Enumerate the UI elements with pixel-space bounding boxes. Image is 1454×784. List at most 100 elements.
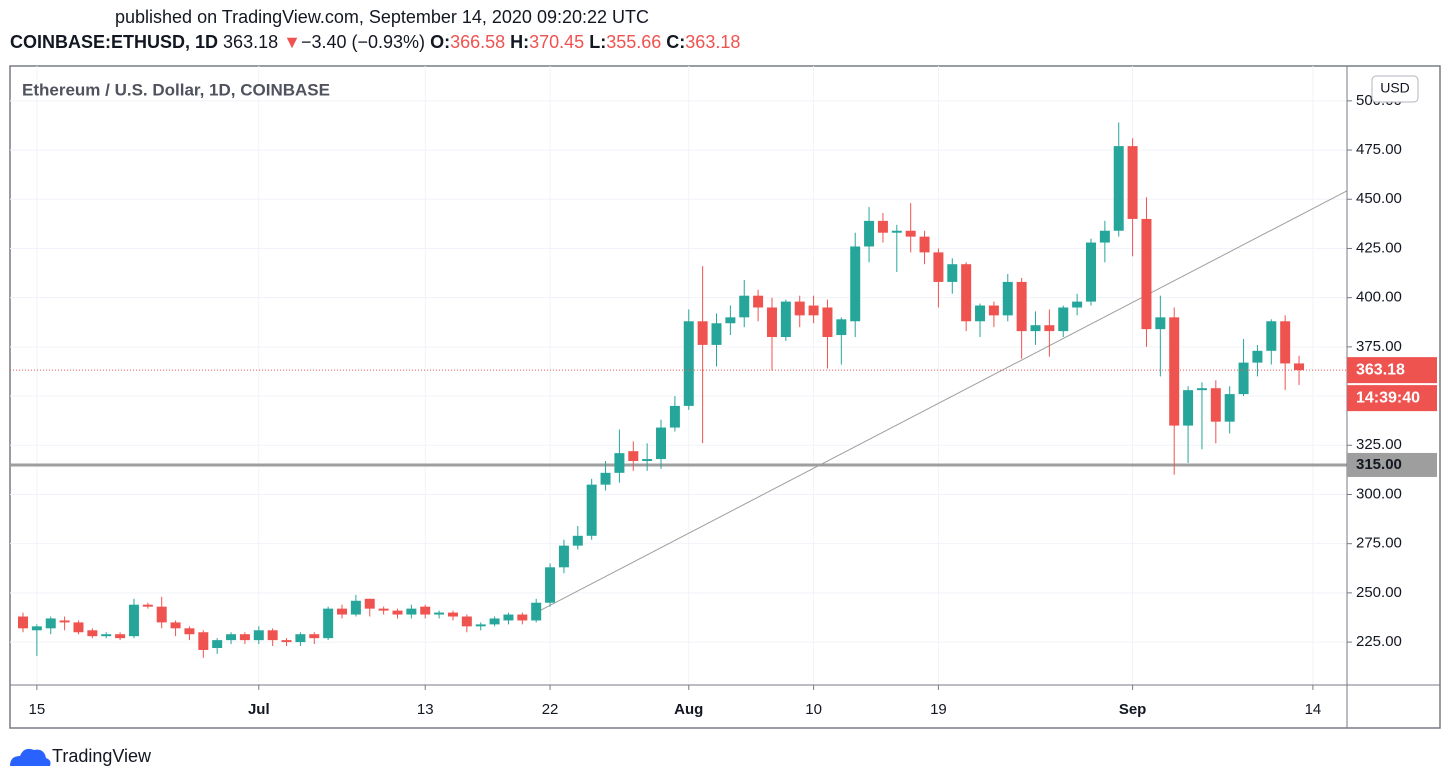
candle-body [31, 626, 42, 631]
candle-body [350, 600, 361, 615]
y-tick-label: 450.00 [1356, 190, 1402, 207]
candle-body [295, 634, 306, 643]
candle-body [961, 264, 972, 322]
candle-body [101, 634, 112, 637]
candle-body [1127, 146, 1138, 219]
candle-body [558, 545, 569, 568]
trendline [535, 190, 1348, 614]
candle-body [18, 616, 28, 629]
candle-body [1072, 301, 1083, 308]
candle-body [905, 230, 916, 237]
candle-body [780, 301, 791, 338]
y-tick-label: 425.00 [1356, 239, 1402, 256]
candle-body [933, 252, 944, 282]
candle-body [337, 608, 348, 615]
candle-body [267, 630, 278, 641]
last: 363.18 [223, 32, 278, 52]
y-tick-label: 475.00 [1356, 141, 1402, 158]
published: published on TradingView.com, September … [115, 7, 649, 27]
candle-body [406, 608, 417, 615]
candle-body [1294, 363, 1305, 371]
logo: TradingView [10, 746, 152, 766]
candle-body [1002, 281, 1013, 316]
y-tick-label: 225.00 [1356, 633, 1402, 650]
candle-body [517, 614, 528, 621]
y-tick-label: 400.00 [1356, 289, 1402, 306]
candle-body [808, 305, 819, 316]
currency-button[interactable] [1371, 75, 1419, 103]
candle-body [1141, 218, 1152, 330]
candle-body [794, 301, 805, 316]
candle-body [309, 634, 320, 639]
candle-body [683, 321, 694, 406]
candle-body [919, 236, 930, 253]
o-label: O: [430, 32, 450, 52]
candle-body [725, 317, 736, 324]
candle-body [142, 604, 153, 607]
candle-body [739, 295, 750, 318]
candle-body [503, 614, 514, 621]
candle-body [586, 484, 597, 536]
chart-title: Ethereum / U.S. Dollar, 1D, COINBASE [22, 80, 330, 99]
countdown-box [1347, 385, 1437, 412]
candle-body [87, 630, 98, 637]
arrow: ▼ [283, 32, 301, 52]
logo-icon [10, 748, 51, 766]
candle-body [461, 616, 472, 627]
candle-body [850, 246, 861, 322]
candle-body [239, 634, 250, 641]
candle-body [822, 307, 833, 338]
candle-body [572, 535, 583, 546]
candle-body [198, 632, 209, 650]
candle-body [1224, 394, 1235, 422]
h-label: H: [510, 32, 529, 52]
y-tick-label: 375.00 [1356, 338, 1402, 355]
frame [9, 65, 1441, 729]
currency[interactable]: USD [1380, 80, 1410, 96]
candle-body [531, 602, 542, 621]
h-value: 370.45 [529, 32, 584, 52]
candle-body [753, 295, 764, 308]
x-tick-label: Aug [674, 701, 703, 718]
candle-body [766, 307, 777, 338]
o-value: 366.58 [450, 32, 505, 52]
candle-body [323, 608, 334, 639]
last-price-label: 363.18 [1356, 361, 1405, 378]
candle-body [600, 472, 611, 485]
candle-body [489, 618, 500, 625]
x-tick-label: 22 [542, 701, 559, 718]
x-tick-label: 19 [930, 701, 947, 718]
candle-body [1030, 325, 1041, 332]
candle-body [1044, 325, 1055, 332]
candle-body [1252, 350, 1263, 363]
hline-box [1347, 452, 1437, 477]
candle-body [434, 612, 445, 615]
candle-body [697, 321, 708, 345]
candle-body [59, 620, 70, 623]
candle-body [988, 305, 999, 316]
candle-body [170, 622, 181, 629]
l-value: 355.66 [606, 32, 661, 52]
x-tick-label: 14 [1305, 701, 1322, 718]
candle-body [378, 608, 389, 611]
candle-body [642, 459, 653, 462]
countdown-label: 14:39:40 [1356, 389, 1420, 406]
x-tick-label: 13 [417, 701, 434, 718]
candle-body [184, 628, 195, 635]
x-tick-label: Jul [248, 701, 270, 718]
candle-body [364, 598, 375, 609]
candle-body [253, 630, 264, 641]
y-tick-label: 300.00 [1356, 485, 1402, 502]
candle-body [1099, 230, 1110, 243]
candle-body [656, 427, 667, 460]
y-tick-label: 250.00 [1356, 584, 1402, 601]
candle-body [1280, 321, 1291, 364]
candle-body [1238, 362, 1249, 395]
candle-body [864, 220, 875, 247]
candle-body [1058, 307, 1069, 332]
ohlc-line: COINBASE:ETHUSD, 1D 363.18 ▼−3.40 (−0.93… [10, 32, 740, 52]
hline-label: 315.00 [1356, 456, 1402, 473]
l-label: L: [589, 32, 606, 52]
candle-body [128, 604, 139, 637]
